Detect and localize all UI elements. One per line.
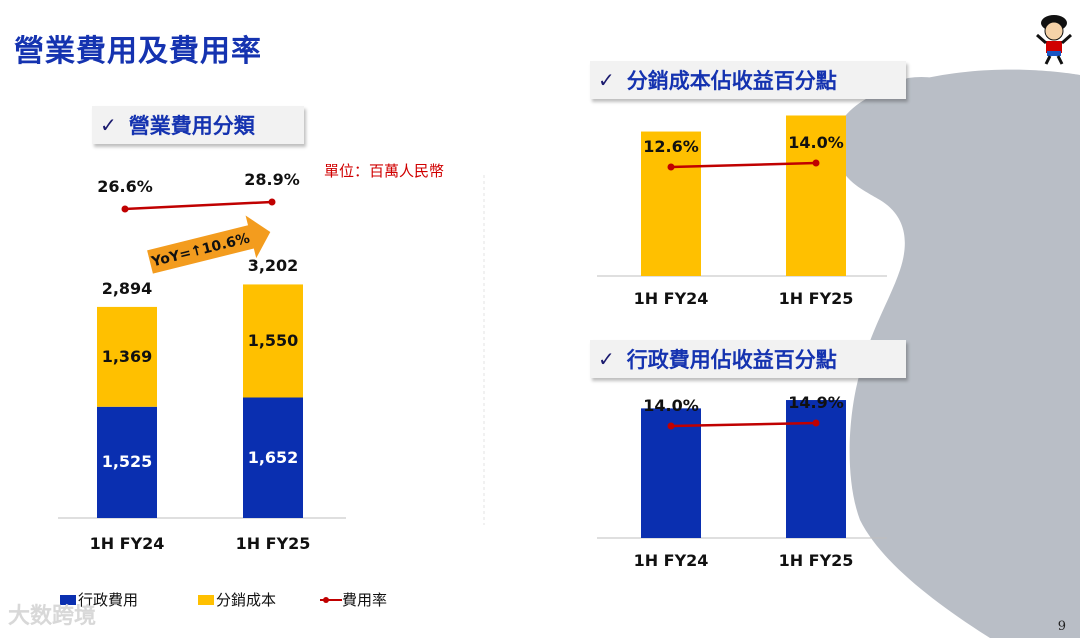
check-icon: ✓ <box>598 347 615 371</box>
right-bottom-header-text: 行政費用佔收益百分點 <box>626 348 837 372</box>
bar-admin <box>243 397 303 518</box>
legend-swatch-admin <box>60 594 76 605</box>
bar-admin <box>97 406 157 518</box>
bar-total-label: 2,894 <box>101 278 153 298</box>
yoy-arrow-shape <box>147 215 271 274</box>
rate-label: 12.6% <box>643 137 699 156</box>
rate-point <box>812 419 820 427</box>
bar-label-distribution: 1,369 <box>101 346 153 366</box>
rate-point <box>268 198 276 206</box>
bar-distribution <box>97 306 157 407</box>
bar-total-label: 3,202 <box>247 256 299 276</box>
bar-label-admin: 1,652 <box>247 447 299 467</box>
x-tick-label: 1H FY25 <box>778 289 854 308</box>
rate-point <box>667 422 675 430</box>
bar-label-distribution: 1,550 <box>247 330 299 350</box>
legend: 行政費用 分銷成本 費用率 <box>60 589 409 610</box>
legend-item-admin: 行政費用 <box>60 589 138 610</box>
rate-line <box>124 200 273 211</box>
legend-item-rate: 費用率 <box>320 589 387 610</box>
rate-label: 14.0% <box>788 133 844 152</box>
check-icon: ✓ <box>598 68 615 92</box>
right-top-header-text: 分銷成本佔收益百分點 <box>626 69 837 93</box>
check-icon: ✓ <box>100 113 117 137</box>
bar <box>641 131 701 276</box>
x-tick-label: 1H FY24 <box>89 534 165 553</box>
rate-line <box>670 421 817 428</box>
rate-label: 14.0% <box>643 396 699 415</box>
rate-label: 28.9% <box>244 170 300 189</box>
unit-label: 單位：百萬人民幣 <box>324 162 445 180</box>
rate-point <box>812 159 820 167</box>
rate-point <box>121 205 129 213</box>
watermark: 大数跨境 <box>8 604 97 629</box>
x-tick-label: 1H FY25 <box>778 551 854 570</box>
left-panel-header-text: 營業費用分類 <box>128 114 255 138</box>
left-panel-header: ✓ 營業費用分類 <box>92 106 304 144</box>
background-blob-top <box>869 76 986 174</box>
rate-point <box>667 163 675 171</box>
legend-label-rate: 費用率 <box>342 591 388 609</box>
legend-label-distribution: 分銷成本 <box>216 591 277 609</box>
legend-label-admin: 行政費用 <box>78 591 139 609</box>
rate-label: 14.9% <box>788 393 844 412</box>
x-tick-label: 1H FY24 <box>633 289 709 308</box>
right-bottom-header: ✓ 行政費用佔收益百分點 <box>590 340 906 378</box>
rate-label: 26.6% <box>97 177 153 196</box>
bar <box>641 408 701 538</box>
legend-swatch-distribution <box>198 594 215 605</box>
x-tick-label: 1H FY24 <box>633 551 709 570</box>
bar-label-admin: 1,525 <box>101 452 153 472</box>
rate-line <box>670 161 817 169</box>
x-tick-label: 1H FY25 <box>235 534 311 553</box>
legend-item-distribution: 分銷成本 <box>198 589 276 610</box>
page-title: 營業費用及費用率 <box>14 34 262 69</box>
bar <box>786 115 846 276</box>
bar-distribution <box>243 284 303 398</box>
page-number: 9 <box>1057 619 1066 634</box>
legend-swatch-rate <box>320 596 343 603</box>
right-top-header: ✓ 分銷成本佔收益百分點 <box>590 61 906 99</box>
background-blob <box>834 69 1080 638</box>
